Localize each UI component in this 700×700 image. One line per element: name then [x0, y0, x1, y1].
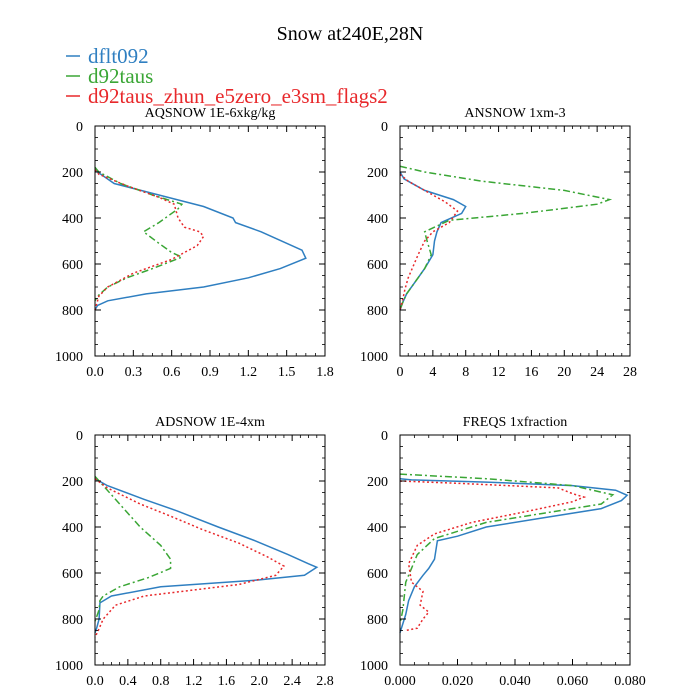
x-tick-label: 1.6 — [218, 674, 236, 689]
y-tick-label: 400 — [367, 521, 388, 536]
x-tick-label: 1.5 — [278, 365, 296, 380]
x-tick-label: 12 — [492, 365, 506, 380]
panel-title: ADSNOW 1E-4xm — [155, 415, 265, 430]
x-tick-label: 0.080 — [614, 674, 646, 689]
x-tick-label: 20 — [557, 365, 571, 380]
x-tick-label: 28 — [623, 365, 637, 380]
plot-frame — [94, 125, 326, 357]
x-tick-label: 1.2 — [240, 365, 258, 380]
legend-entry-d92taus-zhun: d92taus_zhun_e5zero_e3sm_flags2 — [66, 84, 388, 108]
series-line-d92taus-zhun-e5zero-e3sm-flags2 — [399, 173, 459, 311]
y-tick-label: 1000 — [55, 350, 83, 365]
x-tick-label: 1.2 — [185, 674, 203, 689]
x-tick-label: 0.8 — [152, 674, 170, 689]
y-tick-label: 0 — [76, 120, 83, 135]
y-tick-label: 800 — [367, 613, 388, 628]
legend-label-d92taus: d92taus — [88, 64, 153, 88]
x-tick-label: 0.4 — [119, 674, 137, 689]
x-tick-label: 0.060 — [557, 674, 589, 689]
panel-title: ANSNOW 1xm-3 — [464, 106, 565, 121]
x-tick-label: 0.0 — [86, 674, 104, 689]
series-line-d92taus — [94, 166, 184, 302]
series-line-dflt092 — [94, 478, 319, 634]
series-line-d92taus-zhun-e5zero-e3sm-flags2 — [399, 480, 587, 632]
y-tick-label: 800 — [62, 304, 83, 319]
y-tick-label: 600 — [367, 567, 388, 582]
y-tick-label: 0 — [381, 429, 388, 444]
series-line-d92taus — [399, 165, 613, 311]
x-tick-label: 1.8 — [316, 365, 334, 380]
x-tick-label: 0.3 — [125, 365, 143, 380]
series-line-dflt092 — [399, 477, 629, 634]
y-tick-label: 0 — [76, 429, 83, 444]
series-line-d92taus-zhun-e5zero-e3sm-flags2 — [94, 169, 205, 311]
panel-title: FREQS 1xfraction — [463, 415, 568, 430]
x-tick-label: 2.4 — [283, 674, 301, 689]
panel-freqs: FREQS 1xfraction 0.000 0.020 0.040 0.060 0.08… — [360, 415, 646, 689]
x-tick-label: 0.020 — [442, 674, 474, 689]
x-tick-label: 16 — [524, 365, 538, 380]
y-tick-label: 0 — [381, 120, 388, 135]
y-tick-label: 800 — [367, 304, 388, 319]
panel-aqsnow: AQSNOW 1E-6xkg/kg 0.0 0.3 0.6 0.9 1.2 1.5 1.8 0 2… — [55, 106, 334, 380]
y-tick-label: 1000 — [55, 659, 83, 674]
y-tick-label: 400 — [367, 212, 388, 227]
legend-entry-dflt092: dflt092 — [66, 44, 149, 68]
x-tick-label: 8 — [462, 365, 469, 380]
panel-ansnow: ANSNOW 1xm-3 0 4 8 12 16 20 24 28 0 200 400 600 800 10… — [360, 106, 637, 380]
y-tick-label: 400 — [62, 521, 83, 536]
x-tick-label: 0.040 — [499, 674, 531, 689]
x-tick-label: 2.8 — [316, 674, 334, 689]
y-tick-label: 200 — [62, 475, 83, 490]
y-tick-label: 200 — [367, 166, 388, 181]
panel-title: AQSNOW 1E-6xkg/kg — [145, 106, 276, 121]
x-tick-label: 0.6 — [163, 365, 181, 380]
x-tick-label: 0.9 — [201, 365, 219, 380]
legend: dflt092 d92taus d92taus_zhun_e5zero_e3sm… — [66, 44, 388, 108]
plot-frame — [399, 434, 631, 666]
panels: AQSNOW 1E-6xkg/kg 0.0 0.3 0.6 0.9 1.2 1.5 1.8 0 2… — [55, 106, 646, 689]
x-tick-label: 4 — [429, 365, 436, 380]
y-tick-label: 800 — [62, 613, 83, 628]
y-tick-label: 400 — [62, 212, 83, 227]
x-tick-label: 2.0 — [251, 674, 269, 689]
series-line-d92taus-zhun-e5zero-e3sm-flags2 — [94, 478, 286, 638]
y-tick-label: 600 — [62, 258, 83, 273]
y-tick-label: 200 — [62, 166, 83, 181]
legend-label-dflt092: dflt092 — [88, 44, 149, 68]
series-line-dflt092 — [94, 167, 307, 311]
y-tick-label: 1000 — [360, 350, 388, 365]
legend-entry-d92taus: d92taus — [66, 64, 153, 88]
y-tick-label: 1000 — [360, 659, 388, 674]
y-tick-label: 600 — [367, 258, 388, 273]
legend-label-d92taus-zhun: d92taus_zhun_e5zero_e3sm_flags2 — [88, 84, 388, 108]
x-tick-label: 24 — [590, 365, 604, 380]
y-tick-label: 200 — [367, 475, 388, 490]
panel-adsnow: ADSNOW 1E-4xm 0.0 0.4 0.8 1.2 1.6 2.0 2.4 2.8 0 20… — [55, 415, 334, 689]
figure-title: Snow at240E,28N — [277, 23, 424, 45]
series-line-d92taus — [399, 473, 615, 624]
x-tick-label: 0.000 — [384, 674, 416, 689]
y-tick-label: 600 — [62, 567, 83, 582]
x-tick-label: 0.0 — [86, 365, 104, 380]
plot-frame — [94, 434, 326, 666]
x-tick-label: 0 — [397, 365, 404, 380]
